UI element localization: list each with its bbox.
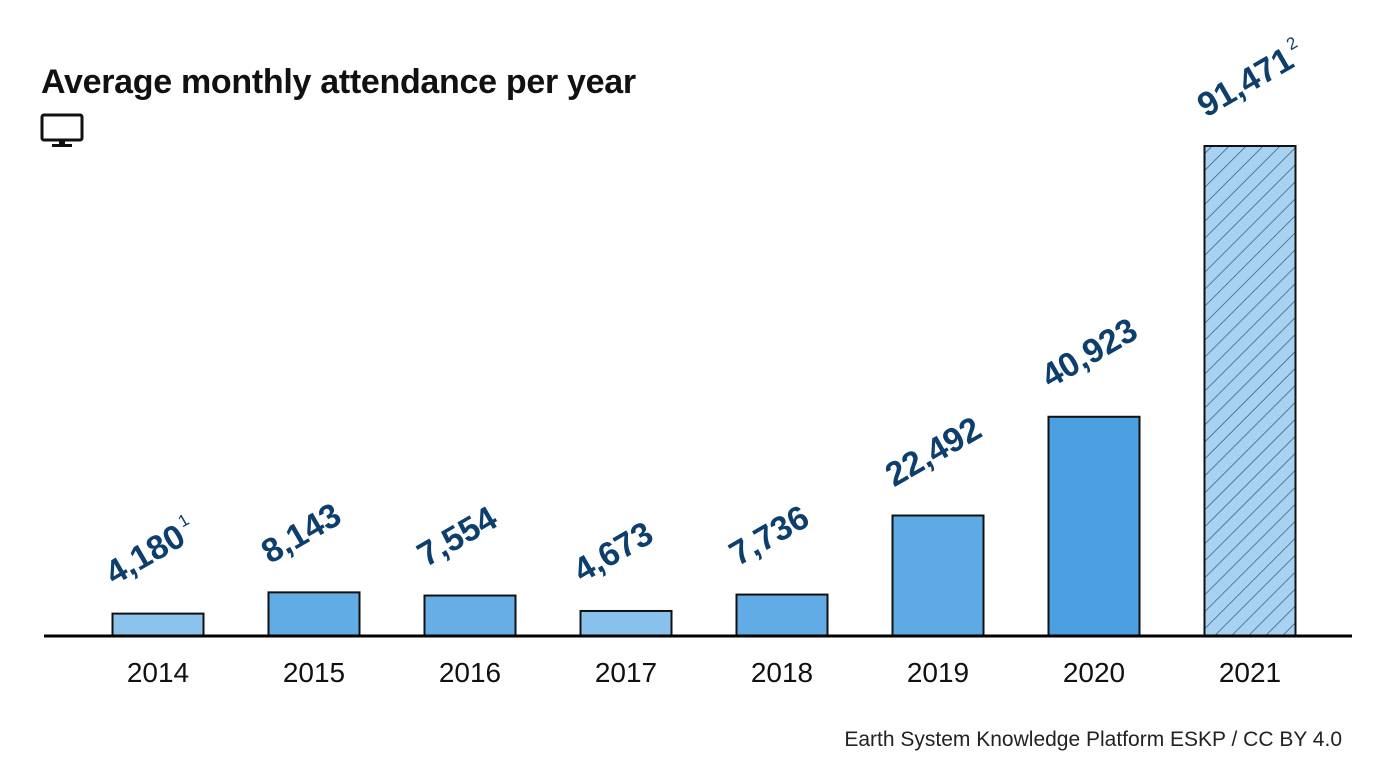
value-label-2021: 91,4712 bbox=[1191, 33, 1311, 125]
credit-text: Earth System Knowledge Platform ESKP / C… bbox=[844, 728, 1342, 751]
chart-title: Average monthly attendance per year bbox=[41, 63, 636, 101]
bar-2019 bbox=[891, 514, 985, 638]
value-label-2018: 7,736 bbox=[723, 498, 816, 573]
value-label-2019: 22,492 bbox=[879, 410, 988, 495]
value-label-2017: 4,673 bbox=[567, 514, 660, 589]
x-tick-label-2021: 2021 bbox=[1219, 657, 1281, 688]
x-tick-label-2019: 2019 bbox=[907, 657, 969, 688]
x-tick-label-2015: 2015 bbox=[283, 657, 345, 688]
bar-2017 bbox=[579, 609, 673, 638]
value-label-2020: 40,923 bbox=[1035, 311, 1144, 396]
x-tick-label-2016: 2016 bbox=[439, 657, 501, 688]
value-label-2015: 8,143 bbox=[255, 496, 348, 571]
monitor-icon bbox=[40, 113, 84, 147]
x-tick-label-2014: 2014 bbox=[127, 657, 189, 688]
bar-2016 bbox=[423, 594, 517, 637]
bar-2020 bbox=[1047, 415, 1141, 637]
x-tick-label-2017: 2017 bbox=[595, 657, 657, 688]
footnote-marker: 2 bbox=[1283, 33, 1301, 54]
x-tick-label-2020: 2020 bbox=[1063, 657, 1125, 688]
value-label-2016: 7,554 bbox=[411, 499, 504, 574]
bar-2014 bbox=[111, 612, 205, 638]
value-label-2014: 4,1801 bbox=[99, 510, 203, 593]
bar-2018 bbox=[735, 593, 829, 637]
bar-2015 bbox=[267, 591, 361, 637]
bar-2021 bbox=[1203, 145, 1297, 637]
footnote-marker: 1 bbox=[175, 510, 193, 531]
x-tick-label-2018: 2018 bbox=[751, 657, 813, 688]
